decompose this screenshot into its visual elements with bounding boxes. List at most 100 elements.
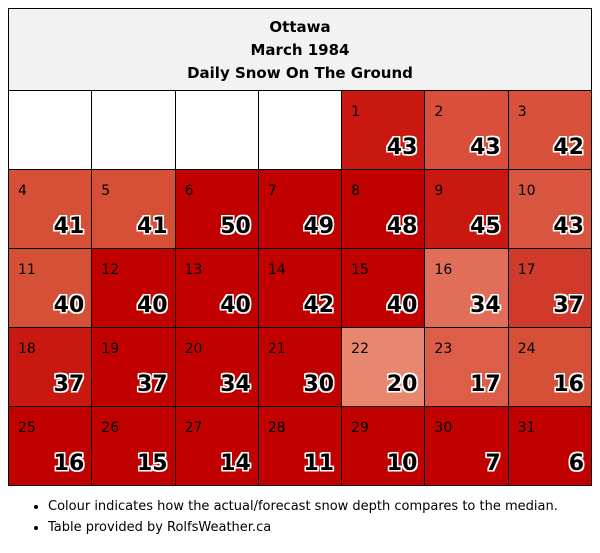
calendar-day-cell: 22 20 bbox=[341, 327, 426, 407]
snow-calendar: Ottawa March 1984 Daily Snow On The Grou… bbox=[7, 8, 593, 486]
snow-depth-value: 41 bbox=[136, 214, 168, 239]
snow-depth-value: 43 bbox=[553, 214, 584, 239]
calendar-day-cell: 28 11 bbox=[257, 406, 343, 486]
note-colour: Colour indicates how the actual/forecast… bbox=[48, 496, 558, 517]
calendar-day-cell: 4 41 bbox=[7, 169, 93, 249]
calendar-day-cell: 27 14 bbox=[174, 406, 259, 486]
snow-depth-value: 42 bbox=[303, 293, 335, 318]
calendar-day-cell: 19 37 bbox=[91, 327, 176, 407]
day-number: 16 bbox=[434, 262, 453, 278]
day-number: 25 bbox=[18, 420, 36, 436]
calendar-day-cell: 2 43 bbox=[424, 90, 509, 170]
calendar-day-cell: 23 17 bbox=[424, 327, 509, 407]
day-number: 31 bbox=[517, 420, 536, 436]
day-number: 17 bbox=[517, 262, 536, 278]
snow-depth-value: 30 bbox=[303, 372, 335, 397]
day-number: 10 bbox=[517, 183, 536, 199]
snow-depth-value: 40 bbox=[386, 293, 418, 318]
calendar-day-cell: 5 41 bbox=[91, 169, 176, 249]
snow-depth-value: 37 bbox=[136, 372, 168, 397]
calendar-day-cell: 16 34 bbox=[424, 248, 509, 328]
calendar-day-cell: 15 40 bbox=[341, 248, 426, 328]
note-credit: Table provided by RolfsWeather.ca bbox=[48, 517, 558, 538]
calendar-day-cell: 14 42 bbox=[257, 248, 343, 328]
calendar-day-cell: 13 40 bbox=[174, 248, 259, 328]
snow-depth-value: 16 bbox=[553, 372, 584, 397]
calendar-day-cell: 10 43 bbox=[507, 169, 593, 249]
day-number: 20 bbox=[184, 341, 203, 357]
calendar-grid: 1 43 2 43 3 42 4 41 5 41 6 50 7 49 8 48 9 45 10 43 11 40 12 40 1… bbox=[7, 90, 593, 486]
day-number: 6 bbox=[184, 183, 194, 199]
snow-depth-value: 34 bbox=[220, 372, 251, 397]
snow-depth-value: 10 bbox=[386, 451, 418, 476]
snow-depth-value: 43 bbox=[470, 135, 501, 160]
calendar-day-cell: 29 10 bbox=[341, 406, 426, 486]
calendar-week-row: 18 37 19 37 20 34 21 30 22 20 23 17 24 16 bbox=[7, 327, 593, 407]
day-number: 1 bbox=[351, 104, 361, 120]
day-number: 4 bbox=[18, 183, 27, 199]
calendar-day-cell: 7 49 bbox=[257, 169, 343, 249]
day-number: 29 bbox=[351, 420, 369, 436]
snow-depth-value: 50 bbox=[220, 214, 251, 239]
snow-depth-value: 40 bbox=[53, 293, 85, 318]
day-number: 19 bbox=[101, 341, 120, 357]
snow-depth-value: 42 bbox=[553, 135, 584, 160]
calendar-day-cell: 9 45 bbox=[424, 169, 509, 249]
day-number: 22 bbox=[351, 341, 369, 357]
snow-depth-value: 45 bbox=[470, 214, 501, 239]
snow-depth-value: 43 bbox=[386, 135, 418, 160]
day-number: 8 bbox=[351, 183, 361, 199]
calendar-day-cell: 25 16 bbox=[7, 406, 93, 486]
snow-depth-value: 7 bbox=[485, 451, 501, 476]
snow-depth-value: 40 bbox=[136, 293, 168, 318]
calendar-week-row: 1 43 2 43 3 42 bbox=[7, 90, 593, 170]
day-number: 21 bbox=[267, 341, 286, 357]
calendar-day-cell bbox=[257, 90, 343, 170]
day-number: 26 bbox=[101, 420, 120, 436]
snow-depth-value: 37 bbox=[53, 372, 85, 397]
calendar-day-cell: 11 40 bbox=[7, 248, 93, 328]
snow-depth-value: 11 bbox=[303, 451, 335, 476]
day-number: 3 bbox=[517, 104, 527, 120]
snow-depth-value: 16 bbox=[53, 451, 85, 476]
day-number: 18 bbox=[18, 341, 36, 357]
day-number: 7 bbox=[267, 183, 277, 199]
day-number: 5 bbox=[101, 183, 111, 199]
snow-depth-value: 40 bbox=[220, 293, 251, 318]
day-number: 2 bbox=[434, 104, 444, 120]
snow-depth-value: 49 bbox=[303, 214, 335, 239]
calendar-day-cell bbox=[91, 90, 176, 170]
calendar-header: Ottawa March 1984 Daily Snow On The Grou… bbox=[8, 8, 592, 91]
calendar-day-cell: 26 15 bbox=[91, 406, 176, 486]
calendar-week-row: 25 16 26 15 27 14 28 11 29 10 30 7 31 6 bbox=[7, 406, 593, 486]
calendar-day-cell: 18 37 bbox=[7, 327, 93, 407]
calendar-day-cell: 3 42 bbox=[507, 90, 593, 170]
day-number: 12 bbox=[101, 262, 120, 278]
day-number: 27 bbox=[184, 420, 203, 436]
calendar-day-cell: 6 50 bbox=[174, 169, 259, 249]
calendar-week-row: 11 40 12 40 13 40 14 42 15 40 16 34 17 37 bbox=[7, 248, 593, 328]
day-number: 9 bbox=[434, 183, 444, 199]
calendar-day-cell: 12 40 bbox=[91, 248, 176, 328]
calendar-day-cell: 20 34 bbox=[174, 327, 259, 407]
snow-depth-value: 6 bbox=[568, 451, 584, 476]
snow-depth-value: 15 bbox=[136, 451, 168, 476]
day-number: 11 bbox=[18, 262, 36, 278]
calendar-day-cell: 17 37 bbox=[507, 248, 593, 328]
snow-depth-value: 37 bbox=[553, 293, 584, 318]
day-number: 23 bbox=[434, 341, 453, 357]
snow-depth-value: 20 bbox=[386, 372, 418, 397]
calendar-day-cell bbox=[7, 90, 93, 170]
month-title: March 1984 bbox=[250, 41, 350, 59]
day-number: 13 bbox=[184, 262, 203, 278]
calendar-day-cell: 30 7 bbox=[424, 406, 509, 486]
snow-depth-value: 14 bbox=[220, 451, 251, 476]
notes-list: Colour indicates how the actual/forecast… bbox=[0, 496, 558, 538]
day-number: 28 bbox=[267, 420, 286, 436]
calendar-day-cell: 21 30 bbox=[257, 327, 343, 407]
calendar-day-cell: 1 43 bbox=[341, 90, 426, 170]
chart-subtitle: Daily Snow On The Ground bbox=[187, 64, 413, 82]
calendar-day-cell: 24 16 bbox=[507, 327, 593, 407]
day-number: 15 bbox=[351, 262, 369, 278]
day-number: 24 bbox=[517, 341, 536, 357]
